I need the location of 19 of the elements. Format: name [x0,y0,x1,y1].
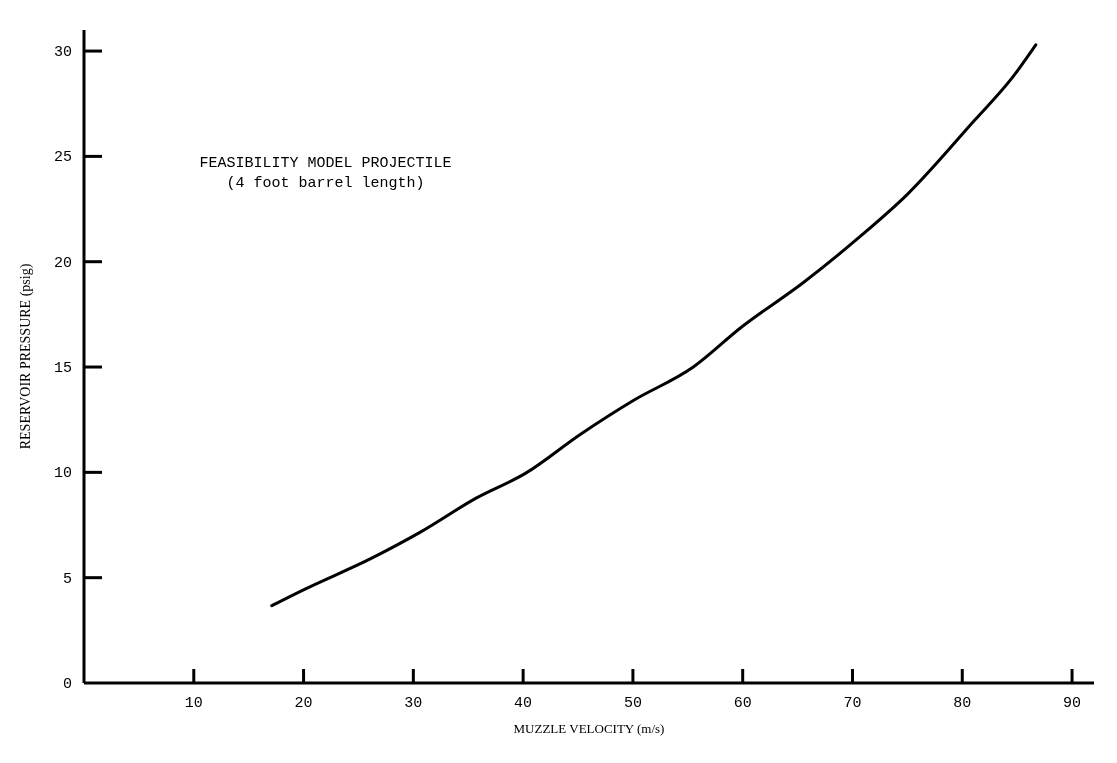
x-tick-label: 90 [1063,695,1082,712]
x-tick-label: 60 [733,695,752,712]
x-tick-label: 40 [514,695,533,712]
y-axis-title: RESERVOIR PRESSURE (psig) [18,263,34,450]
y-tick-label: 30 [53,44,72,62]
y-tick-label: 0 [62,676,72,693]
y-tick-label: 15 [53,360,72,378]
x-axis-title: MUZZLE VELOCITY (m/s) [513,721,665,736]
x-tick-label: 20 [294,695,313,712]
annotation: FEASIBILITY MODEL PROJECTILE (4 foot barrel length) [199,154,452,192]
x-tick-label: 50 [623,695,642,712]
x-tick-label: 30 [404,695,423,712]
y-tick-label: 20 [53,254,72,272]
y-tick-label: 25 [53,149,72,167]
x-tick-label: 10 [184,695,203,712]
x-tick-label: 70 [843,695,862,712]
x-tick-label: 80 [953,695,972,712]
y-tick-label: 5 [62,570,72,588]
y-tick-label: 10 [53,465,72,483]
